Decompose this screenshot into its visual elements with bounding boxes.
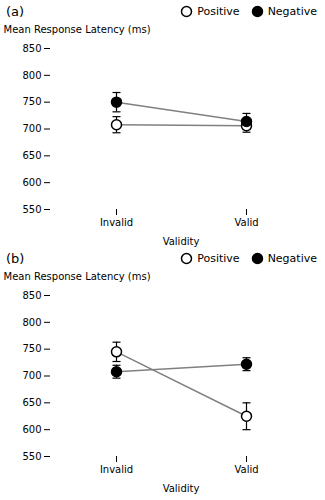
- svg-text:650: 650: [22, 397, 41, 408]
- svg-text:Mean Response Latency (ms): Mean Response Latency (ms): [4, 24, 151, 35]
- svg-text:Valid: Valid: [234, 464, 258, 475]
- svg-text:Invalid: Invalid: [100, 464, 133, 475]
- html-text:(a): (a): [6, 3, 25, 19]
- svg-text:700: 700: [22, 370, 41, 381]
- svg-text:550: 550: [22, 451, 41, 462]
- html-text:Positive: Positive: [197, 4, 240, 18]
- svg-text:650: 650: [22, 150, 41, 161]
- svg-text:850: 850: [22, 43, 41, 54]
- html-text:(b): (b): [6, 250, 25, 266]
- svg-text:750: 750: [22, 343, 41, 354]
- svg-text:750: 750: [22, 96, 41, 107]
- svg-text:700: 700: [22, 123, 41, 134]
- svg-text:600: 600: [22, 177, 41, 188]
- html-text:Negative: Negative: [267, 251, 317, 265]
- svg-text:800: 800: [22, 70, 41, 81]
- svg-text:Invalid: Invalid: [100, 217, 133, 228]
- html-text:Positive: Positive: [197, 251, 240, 265]
- svg-text:550: 550: [22, 204, 41, 215]
- svg-text:Validity: Validity: [163, 236, 200, 247]
- svg-text:800: 800: [22, 317, 41, 328]
- html-text:Negative: Negative: [267, 4, 317, 18]
- svg-text:Valid: Valid: [234, 217, 258, 228]
- svg-text:Validity: Validity: [163, 483, 200, 494]
- svg-text:600: 600: [22, 424, 41, 435]
- svg-text:850: 850: [22, 290, 41, 301]
- svg-text:Mean Response Latency (ms): Mean Response Latency (ms): [4, 271, 151, 282]
